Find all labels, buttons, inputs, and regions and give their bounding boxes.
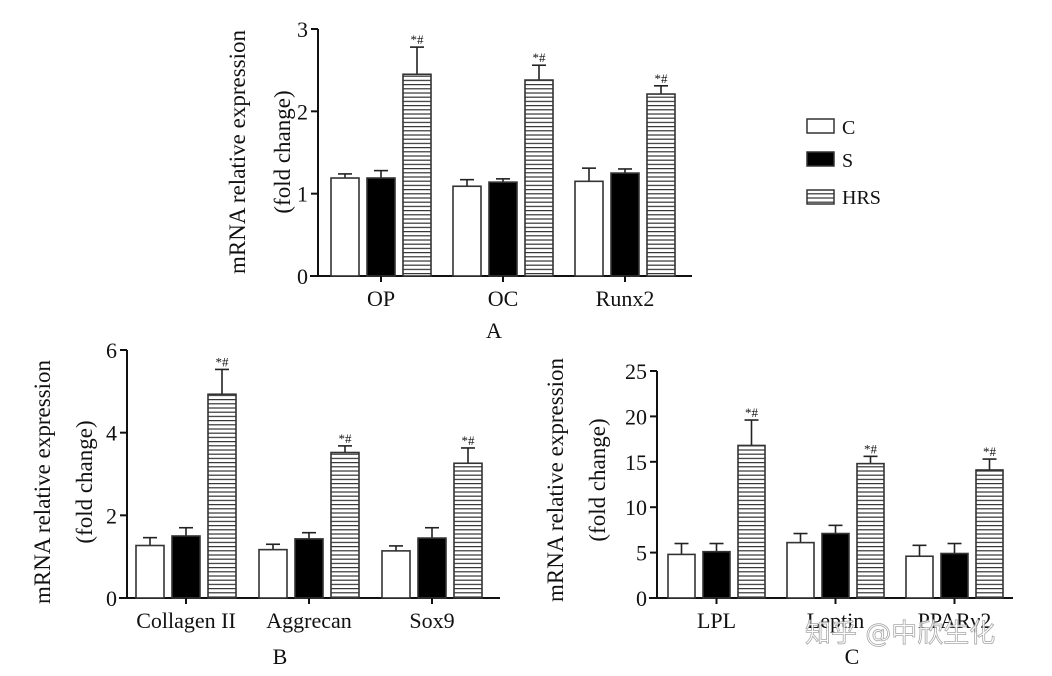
watermark: 知乎 @中欣生化 [805,619,995,649]
significance-marker: *# [339,431,353,446]
y-tick-label: 15 [625,450,647,475]
y-tick-label: 5 [636,541,647,566]
y-tick-label: 6 [106,338,117,363]
y-tick-label: 10 [625,495,647,520]
y-tick-label: 2 [297,99,308,124]
bar-c-runx2 [574,180,604,277]
bar-c-lpl [667,553,696,599]
bar-hrs-op [402,73,432,277]
bar-s-oc [488,181,518,277]
significance-marker: *# [533,50,547,65]
y-axis-label-units: (fold change) [270,90,295,213]
y-axis-label-units: (fold change) [72,420,97,543]
bar-s-ppar-2 [940,552,969,599]
panel-label: C [845,644,860,669]
bar-s-collagen-ii [171,535,201,599]
bar-c-sox9 [381,550,411,599]
bar-c-op [330,177,360,277]
bar-c-ppar-2 [905,555,934,599]
legend-swatch-c [806,118,835,134]
bar-s-sox9 [417,537,447,599]
legend-label-hrs: HRS [842,187,881,209]
x-tick-label: Runx2 [596,286,655,311]
y-tick-label: 1 [297,182,308,207]
y-tick-label: 25 [625,359,647,384]
bar-s-aggrecan [294,538,324,599]
bar-s-lpl [702,550,731,599]
significance-marker: *# [462,433,476,448]
significance-marker: *# [411,32,425,47]
bar-hrs-sox9 [453,462,483,599]
bar-hrs-oc [524,79,554,277]
chart-panel-b: 0 2 4 6 mRNA relative expression (fold change… [30,338,500,669]
x-tick-label: OP [367,286,395,311]
significance-marker: *# [745,405,759,420]
legend-label-s: S [842,150,853,172]
y-tick-label: 0 [106,586,117,611]
y-tick-label: 0 [636,586,647,611]
y-axis-label: mRNA relative expression [225,30,250,275]
x-tick-label: Collagen II [136,608,236,633]
y-tick-label: 3 [297,17,308,42]
legend-swatch-s [806,151,835,167]
bar-hrs-runx2 [646,93,676,277]
x-tick-label: PPARγ2 [918,608,992,633]
y-tick-label: 2 [106,503,117,528]
legend: C S HRS [806,117,881,209]
panel-label: B [273,644,288,669]
chart-panel-c: 0 5 10 15 20 25 mRNA relative expression (fold … [543,358,1013,669]
y-tick-label: 4 [106,421,117,446]
bar-s-runx2 [610,172,640,277]
bar-s-op [366,177,396,277]
y-axis-label: mRNA relative expression [543,358,568,603]
legend-swatch-hrs [806,189,835,205]
x-tick-label: OC [488,286,519,311]
y-tick-label: 0 [297,264,308,289]
bar-c-oc [452,185,482,277]
bar-hrs-ppar-2 [975,469,1004,599]
x-tick-label: Aggrecan [266,608,352,633]
x-tick-label: Leptin [807,608,864,633]
bar-hrs-aggrecan [330,451,360,599]
legend-label-c: C [842,117,855,139]
bar-hrs-lpl [737,444,766,599]
bar-hrs-leptin [856,462,885,599]
bar-c-leptin [786,541,815,599]
significance-marker: *# [216,354,230,369]
bar-s-leptin [821,532,850,599]
y-axis-label: mRNA relative expression [30,360,55,605]
x-tick-label: Sox9 [409,608,454,633]
bar-hrs-collagen-ii [207,393,237,599]
significance-marker: *# [864,441,878,456]
bar-c-collagen-ii [135,544,165,599]
y-axis-label-units: (fold change) [585,418,610,541]
bar-c-aggrecan [258,548,288,599]
chart-panel-a: 0 1 2 3 mRNA relative expression (fold change… [225,17,692,343]
panel-label: A [486,318,502,343]
y-tick-label: 20 [625,404,647,429]
significance-marker: *# [983,444,997,459]
significance-marker: *# [655,71,669,86]
x-tick-label: LPL [697,608,736,633]
